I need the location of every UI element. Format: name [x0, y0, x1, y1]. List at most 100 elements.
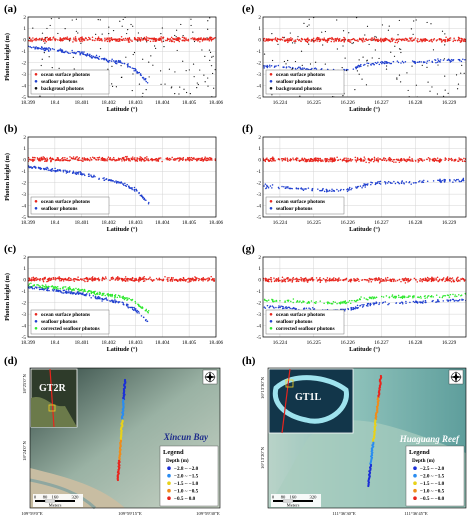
seafloor-photon	[454, 179, 457, 182]
surface-photon	[33, 159, 36, 161]
surface-photon	[368, 279, 370, 282]
surface-photon	[294, 39, 297, 41]
seafloor-photon	[57, 290, 60, 293]
surface-photon	[279, 279, 281, 282]
y-tick-label: 0	[23, 158, 26, 164]
y-tick-label: 1	[258, 146, 261, 152]
x-tick-label: 18.399	[21, 100, 36, 106]
seafloor-photon	[114, 301, 117, 304]
surface-photon	[81, 160, 83, 162]
surface-photon	[75, 40, 78, 42]
y-tick-label: 2	[258, 135, 261, 141]
seafloor-photon	[28, 287, 30, 289]
surface-photon	[121, 156, 124, 159]
surface-photon	[84, 37, 87, 39]
seafloor-photon	[142, 196, 144, 199]
surface-photon	[147, 278, 149, 280]
surface-photon	[396, 41, 399, 44]
surface-photon	[72, 41, 74, 43]
corrected-photon	[315, 301, 317, 303]
x-tick-label: 18.406	[209, 340, 224, 346]
surface-photon	[57, 277, 59, 280]
panel-label: (h)	[242, 355, 256, 367]
surface-photon	[287, 41, 289, 44]
surface-photon	[32, 276, 35, 279]
surface-photon	[195, 278, 197, 281]
legend-swatch	[167, 473, 171, 478]
surface-photon	[445, 158, 447, 160]
surface-photon	[210, 275, 212, 278]
surface-photon	[312, 280, 314, 282]
x-tick-label: 16.229	[442, 100, 457, 106]
surface-photon	[197, 157, 200, 160]
surface-photon	[384, 277, 387, 279]
surface-photon	[190, 37, 192, 40]
seafloor-photon	[98, 58, 100, 61]
seafloor-photon	[128, 185, 130, 188]
surface-photon	[283, 40, 286, 42]
seafloor-photon	[418, 181, 420, 183]
surface-photon	[400, 280, 402, 283]
corrected-photon	[456, 295, 458, 298]
seafloor-photon	[434, 59, 437, 61]
seafloor-photon	[401, 180, 404, 182]
background-photon	[161, 27, 163, 29]
corrected-photon	[424, 297, 426, 299]
corrected-photon	[77, 288, 80, 290]
chart-panel: (e)16.224 16.225 16.226 16.227 16.228 16.2292…	[242, 3, 467, 113]
background-photon	[203, 74, 205, 76]
surface-photon	[174, 38, 176, 41]
y-tick-label: 1	[23, 266, 26, 272]
surface-photon	[396, 279, 399, 282]
surface-photon	[356, 39, 359, 41]
seafloor-photon	[416, 61, 419, 63]
background-photon	[410, 28, 412, 30]
surface-photon	[316, 38, 319, 41]
corrected-photon	[102, 294, 104, 296]
surface-photon	[377, 38, 379, 41]
y-tick-label: -1	[257, 289, 262, 295]
seafloor-photon	[431, 61, 434, 64]
corrected-photon	[88, 289, 91, 292]
surface-photon	[94, 277, 97, 280]
surface-photon	[324, 279, 326, 281]
y-tick-label: 0	[258, 158, 261, 164]
surface-photon	[297, 280, 299, 283]
y-tick-label: -5	[257, 335, 262, 341]
surface-photon	[325, 160, 328, 163]
legend-entry: corrected seafloor photons	[41, 326, 100, 332]
corrected-photon	[90, 290, 92, 293]
seafloor-photon	[313, 308, 316, 310]
surface-photon	[452, 279, 454, 281]
corrected-photon	[272, 300, 275, 303]
surface-photon	[109, 157, 111, 159]
surface-photon	[426, 276, 429, 279]
surface-photon	[447, 38, 450, 41]
surface-photon	[459, 39, 461, 42]
background-photon	[312, 40, 314, 42]
corrected-photon	[391, 294, 394, 296]
legend-entry: backgroud photons	[41, 86, 84, 92]
surface-photon	[191, 279, 193, 281]
surface-photon	[430, 280, 433, 283]
surface-photon	[317, 278, 319, 281]
background-photon	[309, 63, 312, 65]
x-tick-label: 16.227	[374, 340, 389, 346]
background-photon	[193, 40, 196, 43]
seafloor-photon	[374, 182, 377, 184]
surface-photon	[457, 160, 459, 162]
surface-photon	[306, 41, 309, 44]
corrected-photon	[458, 294, 460, 296]
seafloor-photon	[112, 180, 114, 182]
surface-photon	[390, 280, 393, 283]
background-photon	[461, 64, 463, 66]
surface-photon	[46, 36, 48, 39]
seafloor-photon	[127, 63, 129, 65]
surface-photon	[370, 38, 372, 41]
seafloor-photon	[39, 288, 42, 291]
surface-photon	[453, 39, 455, 41]
surface-photon	[324, 159, 326, 161]
surface-photon	[300, 276, 302, 279]
surface-photon	[295, 278, 297, 280]
x-tick-label: 16.226	[340, 340, 355, 346]
